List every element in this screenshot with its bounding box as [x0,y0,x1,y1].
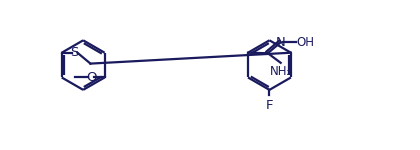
Text: N: N [276,36,286,49]
Text: S: S [71,46,79,59]
Text: NH₂: NH₂ [270,65,292,78]
Text: OH: OH [297,36,315,49]
Text: F: F [266,99,273,112]
Text: O: O [86,71,97,84]
